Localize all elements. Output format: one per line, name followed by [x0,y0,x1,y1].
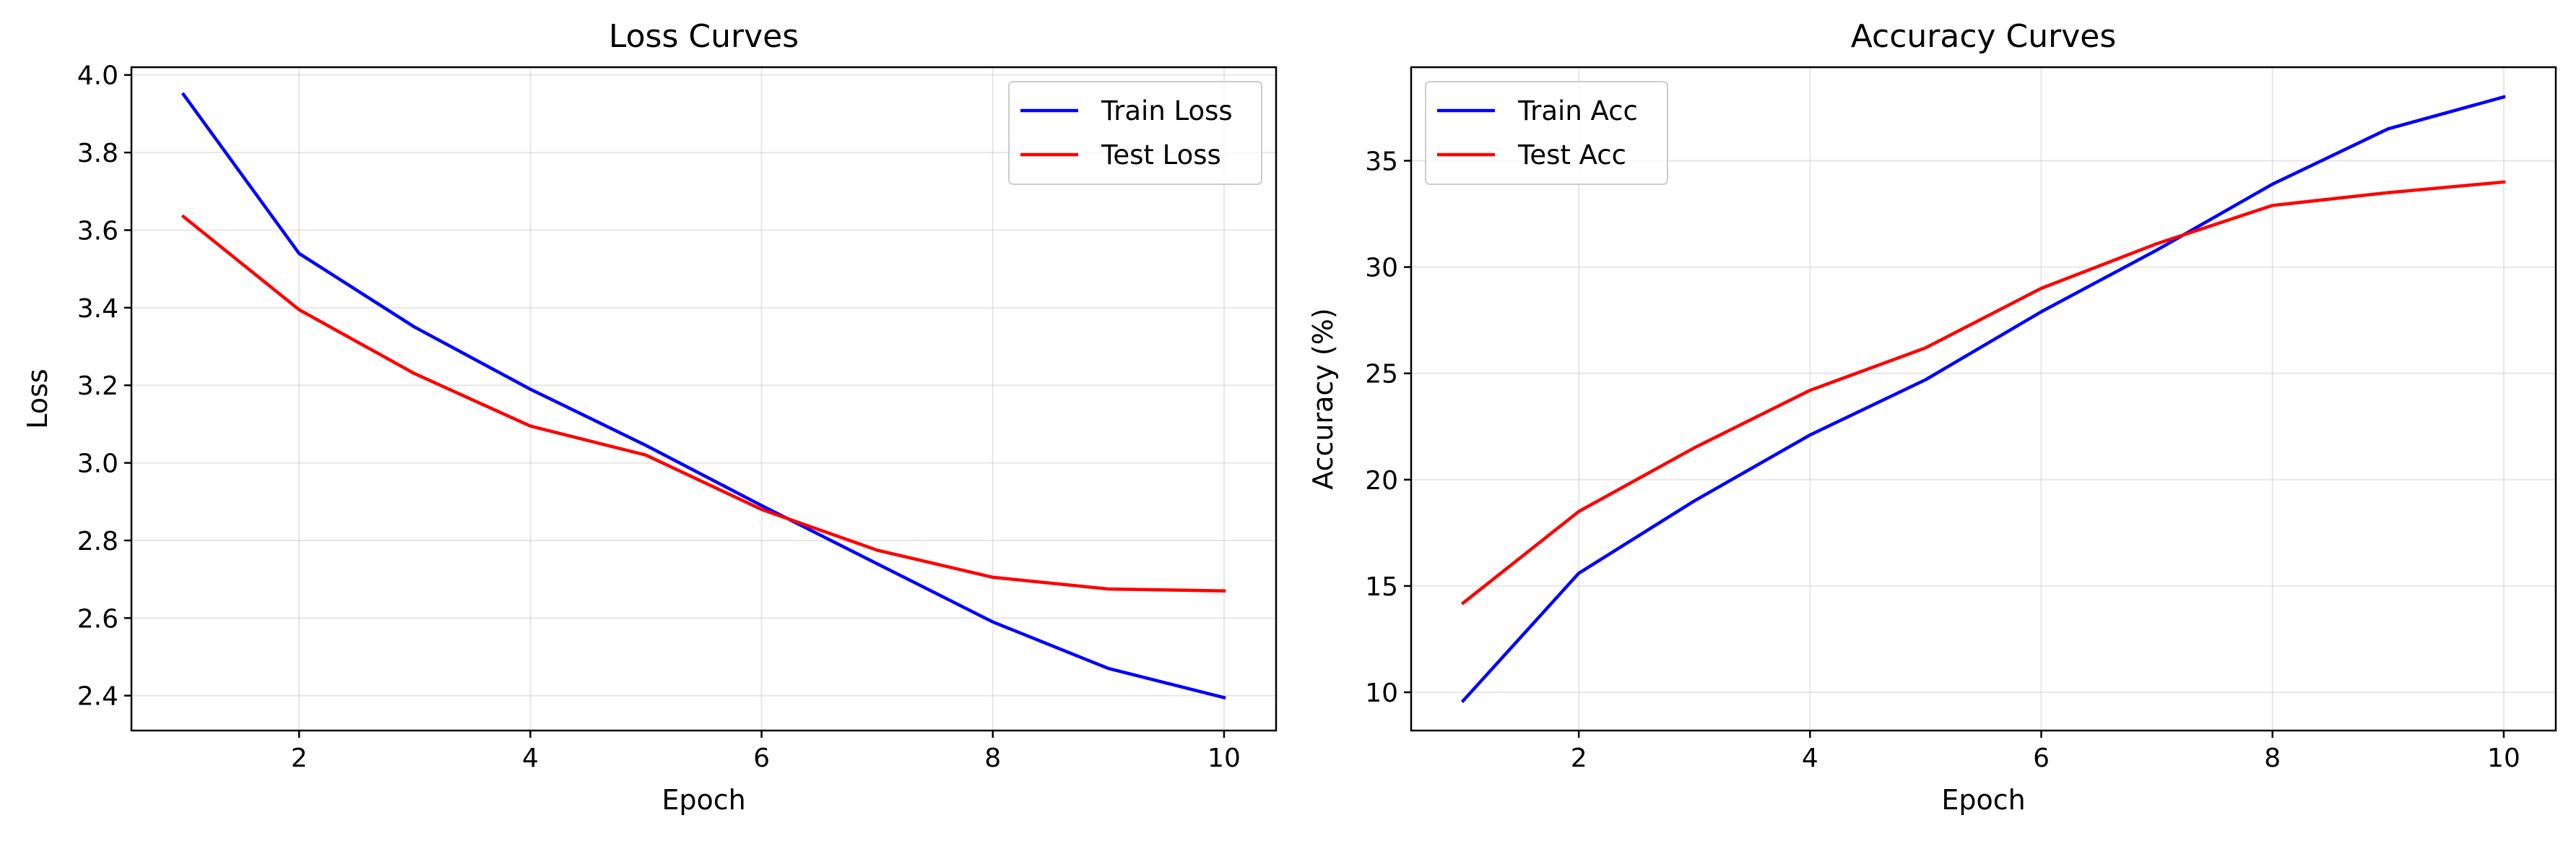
loss-ytick-label: 3.6 [77,216,118,246]
accuracy-x-axis-label: Epoch [1941,784,2025,816]
accuracy-ytick-label: 10 [1365,679,1398,708]
accuracy-xtick-label: 4 [1802,744,1818,773]
accuracy-axes-frame [1410,66,2557,732]
loss-series-line-1 [181,214,1226,593]
loss-chart-title: Loss Curves [609,18,799,55]
accuracy-ytick-label: 15 [1365,572,1398,602]
accuracy-legend-box [1425,81,1668,185]
loss-axes-frame [130,66,1278,732]
accuracy-y-axis-label: Accuracy (%) [1307,308,1339,489]
loss-xtick-label: 2 [291,744,308,773]
loss-ytick-label: 3.8 [77,139,118,168]
loss-y-axis-label: Loss [22,369,53,429]
accuracy-xtick-label: 10 [2487,744,2520,773]
accuracy-xtick-label: 2 [1571,744,1587,773]
loss-xtick-label: 4 [522,744,539,773]
accuracy-ytick-label: 30 [1365,254,1398,283]
loss-xtick-label: 10 [1207,744,1241,773]
loss-legend-label: Train Loss [1101,95,1233,126]
accuracy-ytick-label: 20 [1365,466,1398,496]
loss-ytick-label: 4.0 [77,61,118,91]
loss-legend: Train Loss Test Loss [1008,81,1262,185]
loss-xtick-label: 6 [753,744,770,773]
accuracy-legend: Train Acc Test Acc [1425,81,1668,185]
accuracy-xtick-label: 6 [2033,744,2050,773]
accuracy-legend-label: Train Acc [1517,95,1638,126]
accuracy-legend-label: Test Acc [1517,139,1626,171]
loss-ytick-label: 2.6 [77,604,118,634]
accuracy-ytick-label: 35 [1365,147,1398,176]
loss-legend-label: Test Loss [1101,139,1221,171]
accuracy-series-line-1 [1460,180,2506,606]
loss-xtick-label: 8 [984,744,1001,773]
accuracy-ytick-label: 25 [1365,360,1398,389]
loss-ytick-label: 3.2 [77,371,118,401]
loss-ytick-label: 2.8 [77,527,118,556]
accuracy-chart-title: Accuracy Curves [1851,18,2117,55]
loss-legend-box [1008,81,1262,185]
loss-ytick-label: 2.4 [77,682,118,712]
loss-x-axis-label: Epoch [662,784,745,816]
loss-series-line-0 [181,92,1226,700]
loss-ytick-label: 3.0 [77,449,118,479]
accuracy-chart-panel: 2 4 6 8 10 10 15 20 25 30 35 Accuracy Curves Epoch Ac… [1307,18,2557,816]
accuracy-xtick-label: 8 [2264,744,2281,773]
loss-chart-panel: 2 4 6 8 10 2.4 2.6 2.8 3.0 3.2 3.4 3.6 3.8 4.0 Loss Cu… [22,18,1278,816]
loss-ytick-label: 3.4 [77,294,118,324]
accuracy-series-line-0 [1460,95,2506,703]
